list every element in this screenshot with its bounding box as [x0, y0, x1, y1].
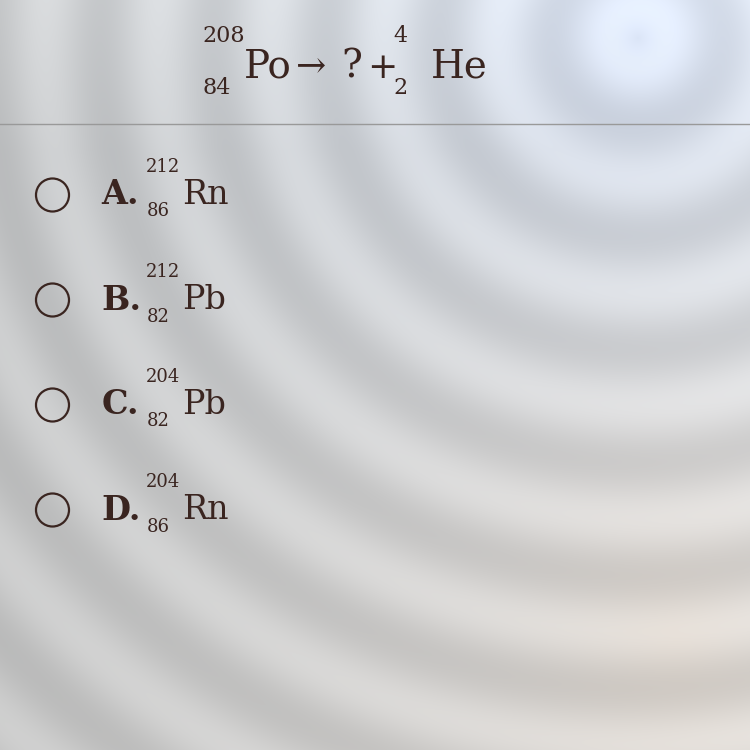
- Text: 82: 82: [146, 308, 170, 326]
- Text: →: →: [296, 50, 326, 85]
- Text: 82: 82: [146, 413, 170, 430]
- Text: 208: 208: [202, 25, 245, 46]
- Text: 86: 86: [146, 202, 170, 220]
- Text: B.: B.: [101, 284, 141, 316]
- Text: He: He: [431, 49, 488, 86]
- Text: 2: 2: [394, 76, 408, 98]
- Text: 86: 86: [146, 518, 170, 536]
- Text: 84: 84: [202, 76, 231, 98]
- Text: 4: 4: [394, 25, 408, 46]
- Text: 204: 204: [146, 473, 181, 491]
- Text: 212: 212: [146, 158, 181, 176]
- Text: D.: D.: [101, 494, 141, 526]
- Text: 204: 204: [146, 368, 181, 386]
- Text: A.: A.: [101, 178, 139, 212]
- Text: Rn: Rn: [182, 494, 229, 526]
- Text: Pb: Pb: [182, 389, 226, 421]
- Text: Rn: Rn: [182, 179, 229, 211]
- Text: +: +: [368, 50, 398, 85]
- Text: 212: 212: [146, 263, 181, 281]
- Text: Pb: Pb: [182, 284, 226, 316]
- Text: C.: C.: [101, 388, 139, 422]
- Text: Po: Po: [244, 49, 292, 86]
- Text: ?: ?: [341, 49, 362, 86]
